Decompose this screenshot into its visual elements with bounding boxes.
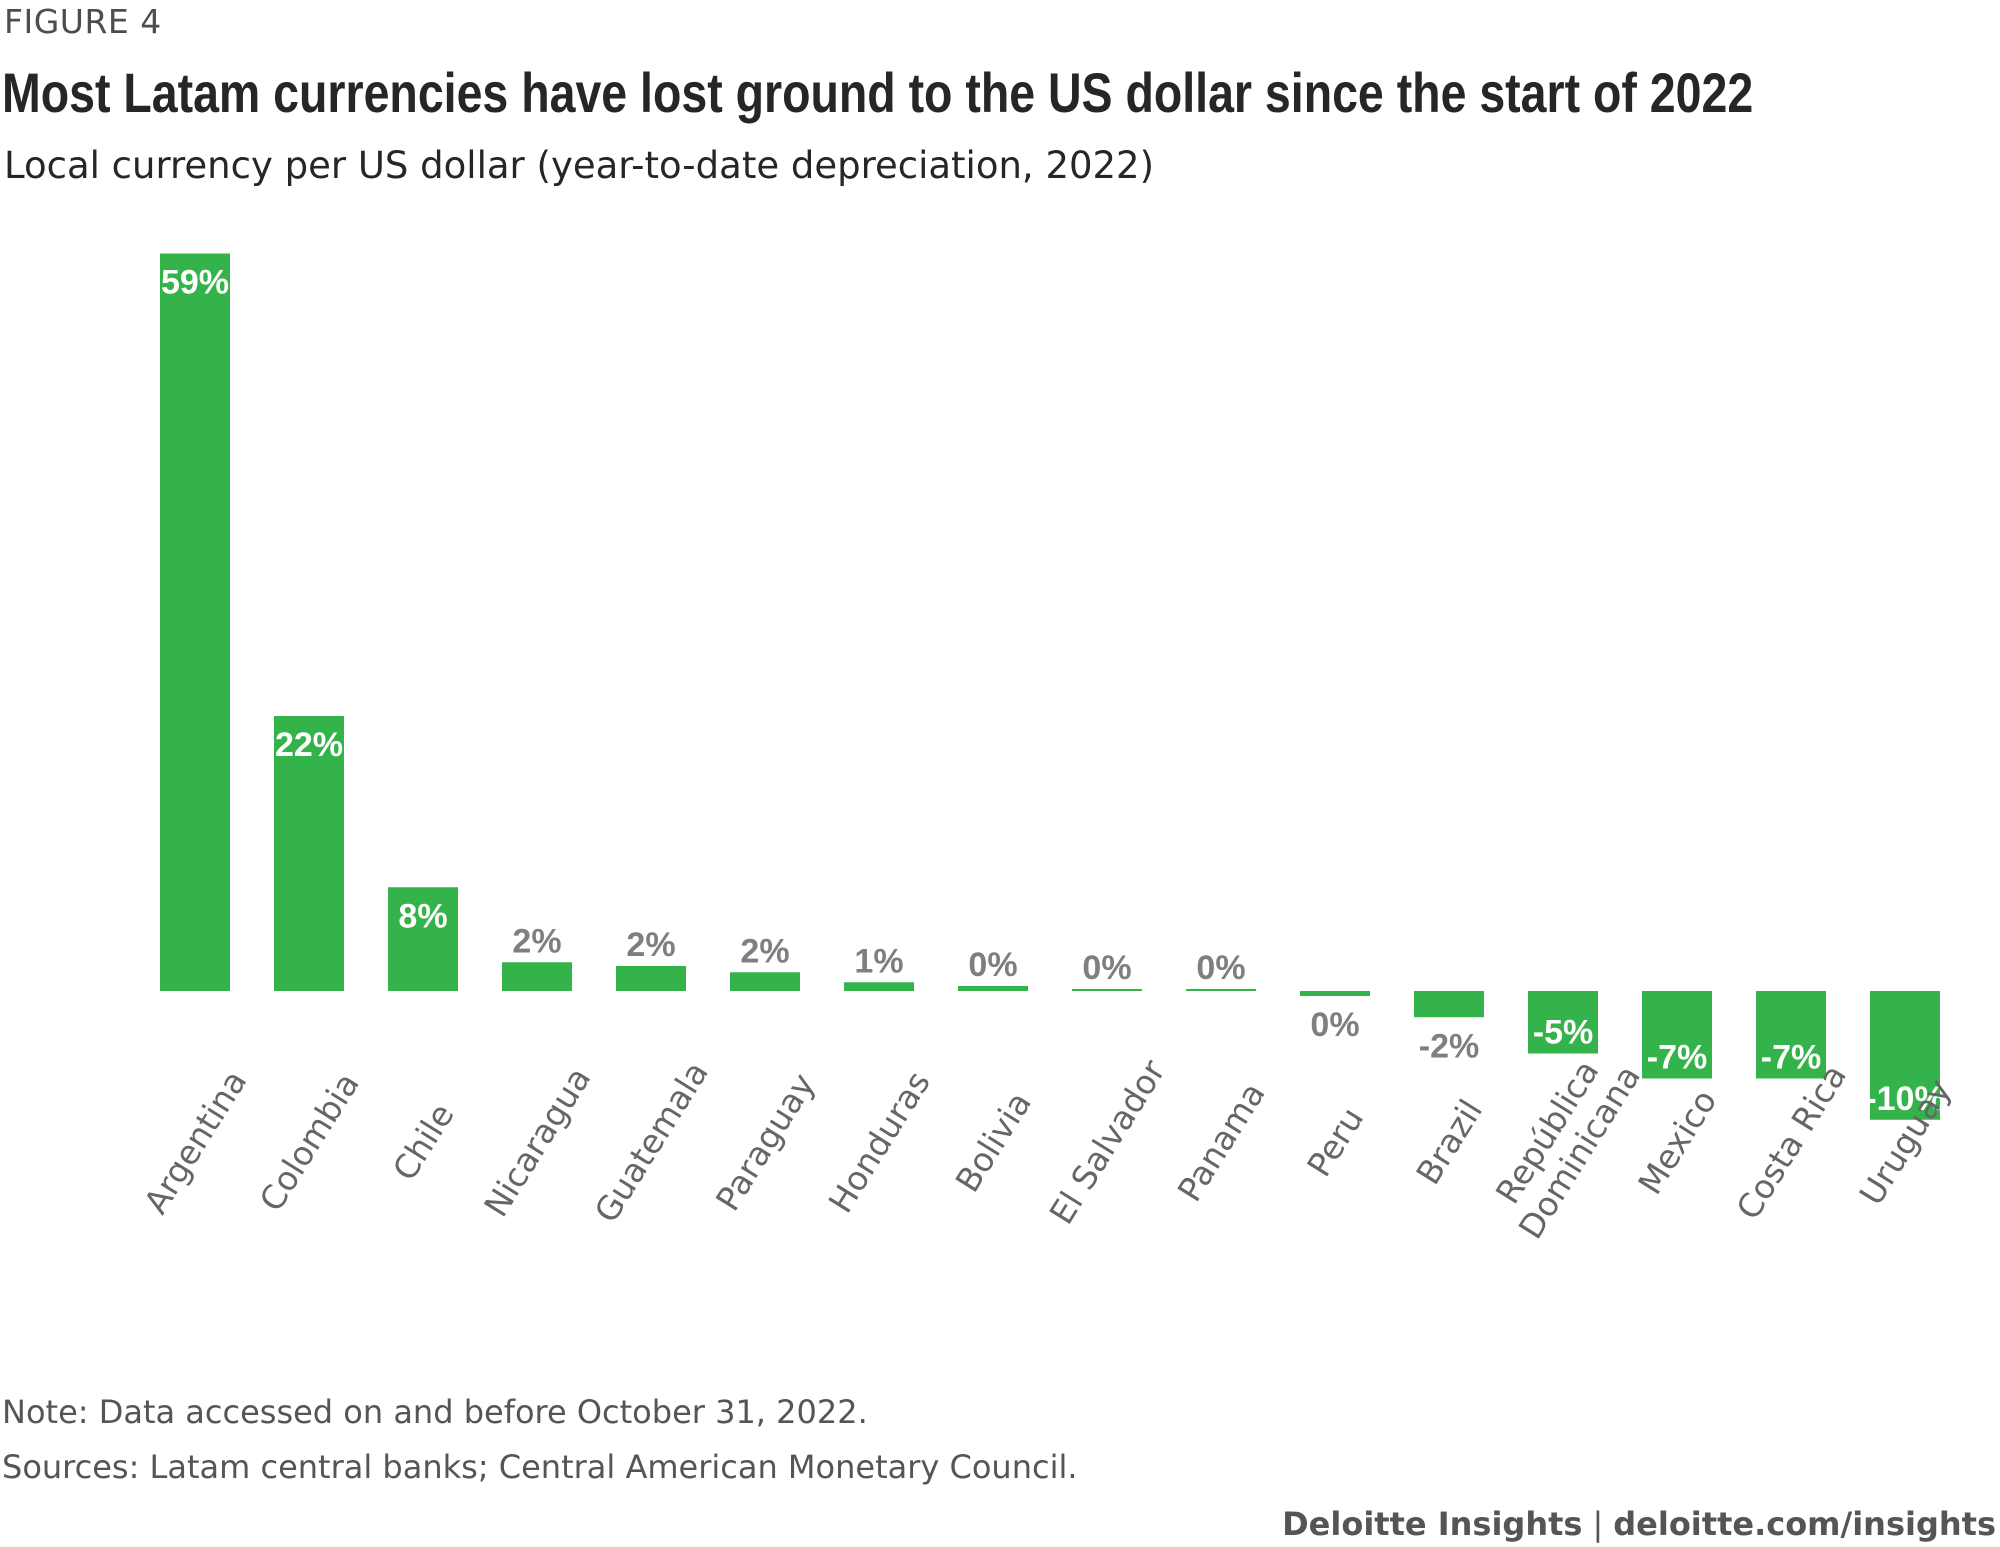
- svg-text:Brazil: Brazil: [1408, 1093, 1490, 1192]
- svg-text:Peru: Peru: [1299, 1100, 1371, 1183]
- tick-label-mexico: Mexico: [1630, 1083, 1724, 1201]
- bar-costa-rica: [1756, 991, 1826, 1079]
- tick-label-el-salvador: El Salvador: [1042, 1053, 1173, 1231]
- svg-text:Argentina: Argentina: [136, 1063, 254, 1220]
- svg-text:RepúblicaDominicana: RepúblicaDominicana: [1479, 1038, 1648, 1245]
- figure-label: FIGURE 4: [4, 2, 162, 41]
- tick-label-bolivia: Bolivia: [948, 1085, 1039, 1199]
- data-label-paraguay: 2%: [740, 932, 789, 970]
- tick-label-chile: Chile: [385, 1097, 462, 1188]
- tick-label-costa-rica: Costa Rica: [1728, 1058, 1854, 1227]
- bar-uruguay: [1870, 991, 1940, 1120]
- brand-name: Deloitte Insights: [1282, 1505, 1583, 1543]
- tick-label-brazil: Brazil: [1408, 1093, 1490, 1192]
- data-label-peru: 0%: [1310, 1006, 1359, 1044]
- bar-honduras: [844, 982, 914, 991]
- bar-panama: [1186, 989, 1256, 991]
- bar-brazil: [1414, 991, 1484, 1018]
- svg-text:Guatemala: Guatemala: [587, 1055, 716, 1230]
- data-label-uruguay: -10%: [1865, 1080, 1944, 1118]
- bar-nicaragua: [502, 962, 572, 991]
- chart-note: Note: Data accessed on and before Octobe…: [2, 1393, 868, 1431]
- bar-mexico: [1642, 991, 1712, 1079]
- tick-label-guatemala: Guatemala: [587, 1055, 716, 1230]
- data-label-nicaragua: 2%: [512, 922, 561, 960]
- footer-separator: |: [1592, 1505, 1604, 1543]
- svg-text:Costa Rica: Costa Rica: [1728, 1058, 1854, 1227]
- data-label-chile: 8%: [398, 897, 447, 935]
- tick-label-panama: Panama: [1170, 1076, 1273, 1209]
- bar-argentina: [160, 253, 230, 991]
- data-label-brazil: -2%: [1419, 1027, 1479, 1065]
- chart-sources: Sources: Latam central banks; Central Am…: [2, 1448, 1078, 1486]
- bar-republica-dominicana: [1528, 991, 1598, 1054]
- data-label-colombia: 22%: [275, 726, 343, 764]
- bar-peru: [1300, 991, 1370, 996]
- data-label-republica-dominicana: -5%: [1533, 1014, 1593, 1052]
- chart-subtitle: Local currency per US dollar (year-to-da…: [4, 144, 1155, 187]
- footer-credit: Deloitte Insights | deloitte.com/insights: [1282, 1505, 1996, 1543]
- svg-text:Panama: Panama: [1170, 1076, 1273, 1209]
- bar-guatemala: [616, 966, 686, 991]
- data-label-mexico: -7%: [1647, 1039, 1707, 1077]
- tick-label-colombia: Colombia: [252, 1066, 367, 1218]
- brand-url[interactable]: deloitte.com/insights: [1613, 1505, 1996, 1543]
- svg-text:Nicaragua: Nicaragua: [476, 1060, 598, 1223]
- bar-paraguay: [730, 972, 800, 991]
- svg-text:El Salvador: El Salvador: [1042, 1053, 1173, 1231]
- svg-text:Honduras: Honduras: [821, 1064, 938, 1219]
- svg-text:Mexico: Mexico: [1630, 1083, 1724, 1201]
- chart-title: Most Latam currencies have lost ground t…: [2, 61, 1754, 124]
- bar-colombia: [274, 716, 344, 991]
- bar-el-salvador: [1072, 989, 1142, 991]
- bar-bolivia: [958, 986, 1028, 991]
- data-label-guatemala: 2%: [626, 926, 675, 964]
- data-label-el-salvador: 0%: [1082, 949, 1131, 987]
- data-label-bolivia: 0%: [968, 946, 1017, 984]
- data-label-argentina: 59%: [161, 264, 229, 302]
- svg-text:Paraguay: Paraguay: [708, 1066, 823, 1217]
- data-label-honduras: 1%: [854, 942, 903, 980]
- svg-text:Bolivia: Bolivia: [948, 1085, 1039, 1199]
- tick-label-peru: Peru: [1299, 1100, 1371, 1183]
- svg-text:Colombia: Colombia: [252, 1066, 367, 1218]
- data-label-panama: 0%: [1196, 949, 1245, 987]
- tick-label-nicaragua: Nicaragua: [476, 1060, 598, 1223]
- tick-label-paraguay: Paraguay: [708, 1066, 823, 1217]
- tick-label-argentina: Argentina: [136, 1063, 254, 1220]
- svg-text:Chile: Chile: [385, 1097, 462, 1188]
- bar-chile: [388, 887, 458, 991]
- tick-label-republica-dominicana: RepúblicaDominicana: [1479, 1038, 1648, 1246]
- tick-label-honduras: Honduras: [821, 1064, 938, 1219]
- data-label-costa-rica: -7%: [1761, 1039, 1821, 1077]
